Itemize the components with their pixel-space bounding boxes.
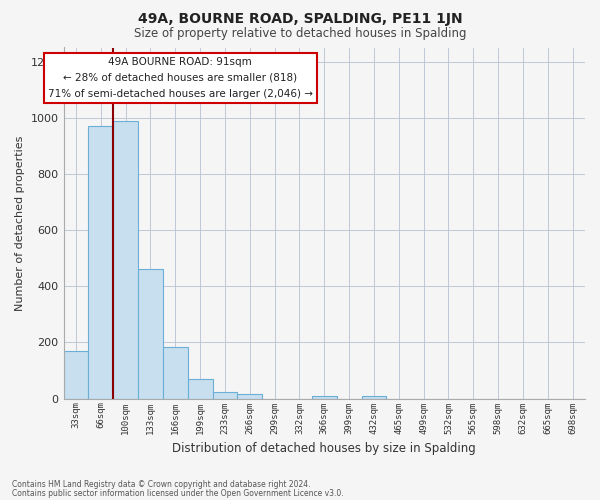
Text: Contains public sector information licensed under the Open Government Licence v3: Contains public sector information licen… <box>12 488 344 498</box>
Bar <box>88 126 113 398</box>
Bar <box>212 392 238 398</box>
Text: 49A, BOURNE ROAD, SPALDING, PE11 1JN: 49A, BOURNE ROAD, SPALDING, PE11 1JN <box>137 12 463 26</box>
Y-axis label: Number of detached properties: Number of detached properties <box>15 136 25 311</box>
Bar <box>64 351 88 399</box>
Bar <box>138 270 163 398</box>
Text: Contains HM Land Registry data © Crown copyright and database right 2024.: Contains HM Land Registry data © Crown c… <box>12 480 311 489</box>
Bar <box>238 394 262 398</box>
Bar <box>188 379 212 398</box>
Text: Size of property relative to detached houses in Spalding: Size of property relative to detached ho… <box>134 28 466 40</box>
Bar <box>312 396 337 398</box>
Bar <box>362 396 386 398</box>
Bar <box>113 120 138 398</box>
Bar <box>163 346 188 399</box>
X-axis label: Distribution of detached houses by size in Spalding: Distribution of detached houses by size … <box>172 442 476 455</box>
Text: 49A BOURNE ROAD: 91sqm
← 28% of detached houses are smaller (818)
71% of semi-de: 49A BOURNE ROAD: 91sqm ← 28% of detached… <box>48 58 313 98</box>
